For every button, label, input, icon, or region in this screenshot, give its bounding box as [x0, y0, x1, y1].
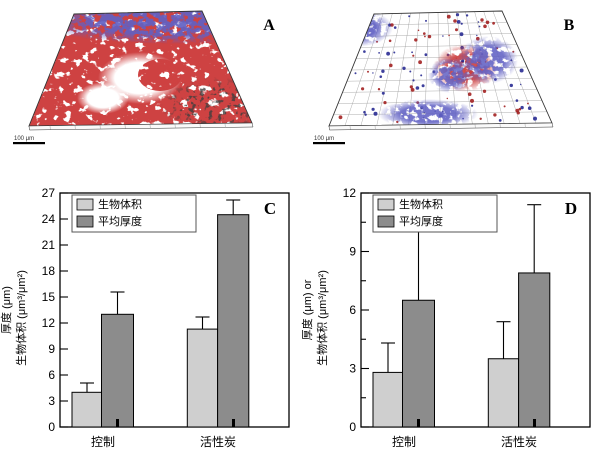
- svg-text:12: 12: [42, 316, 56, 330]
- svg-text:3: 3: [349, 362, 356, 376]
- svg-text:生物体积 (μm³/μm²): 生物体积 (μm³/μm²): [315, 270, 329, 366]
- svg-text:0: 0: [48, 420, 55, 434]
- svg-text:24: 24: [42, 212, 56, 226]
- svg-text:活性炭: 活性炭: [501, 435, 537, 449]
- svg-text:9: 9: [349, 245, 356, 259]
- svg-text:18: 18: [42, 264, 56, 278]
- svg-text:生物体积: 生物体积: [98, 197, 142, 211]
- svg-text:100 μm: 100 μm: [314, 136, 334, 142]
- svg-text:B: B: [564, 17, 575, 34]
- svg-text:A: A: [263, 17, 275, 34]
- svg-text:厚度 (μm) or: 厚度 (μm) or: [300, 279, 314, 340]
- svg-text:D: D: [565, 199, 577, 218]
- svg-text:C: C: [264, 199, 276, 218]
- svg-text:生物体积 (μm³/μm²): 生物体积 (μm³/μm²): [14, 270, 28, 366]
- svg-text:0: 0: [349, 420, 356, 434]
- svg-text:3: 3: [48, 394, 55, 408]
- svg-text:生物体积: 生物体积: [399, 197, 443, 211]
- svg-text:27: 27: [42, 186, 56, 200]
- svg-text:控制: 控制: [91, 435, 115, 449]
- svg-text:活性炭: 活性炭: [200, 435, 236, 449]
- svg-text:平均厚度: 平均厚度: [399, 214, 443, 228]
- svg-text:12: 12: [343, 186, 357, 200]
- svg-text:平均厚度: 平均厚度: [98, 214, 142, 228]
- svg-text:100 μm: 100 μm: [14, 136, 34, 142]
- svg-text:控制: 控制: [392, 435, 416, 449]
- svg-text:21: 21: [42, 238, 56, 252]
- svg-text:9: 9: [48, 342, 55, 356]
- svg-text:6: 6: [48, 368, 55, 382]
- svg-text:厚度 (μm): 厚度 (μm): [0, 286, 13, 334]
- svg-text:6: 6: [349, 303, 356, 317]
- svg-text:15: 15: [42, 290, 56, 304]
